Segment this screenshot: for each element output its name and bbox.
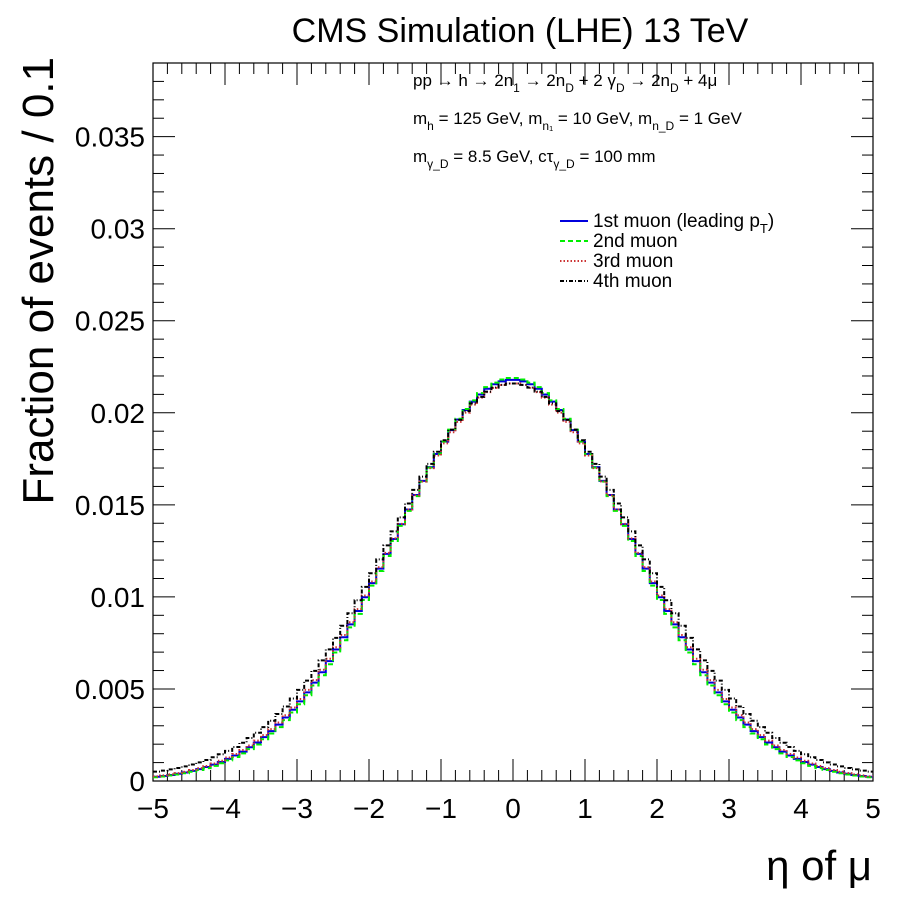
series-4-line <box>153 382 873 773</box>
x-tick-label: −1 <box>425 793 457 824</box>
x-tick-label: −2 <box>353 793 385 824</box>
plot-frame <box>152 62 874 782</box>
y-axis-title: Fraction of events / 0.1 <box>14 57 63 505</box>
x-tick-label: 4 <box>793 793 809 824</box>
x-tick-label: −5 <box>137 793 169 824</box>
x-tick-label: 2 <box>649 793 665 824</box>
x-tick-label: 0 <box>505 793 521 824</box>
x-tick-label: −3 <box>281 793 313 824</box>
chart-title: CMS Simulation (LHE) 13 TeV <box>292 12 749 50</box>
annotation-line-1: pp → h → 2n1 → 2nD + 2 γD → 2nD + 4μ <box>413 71 717 95</box>
x-tick-labels: −5 −4 −3 −2 −1 0 1 2 3 4 5 <box>137 793 881 824</box>
series-2-line <box>153 377 873 779</box>
axis-ticks <box>152 62 874 782</box>
y-tick-labels: 0 0.005 0.01 0.015 0.02 0.025 0.03 0.035 <box>75 122 145 797</box>
legend-label-3: 3rd muon <box>593 251 673 272</box>
legend-label-1: 1st muon (leading pT) <box>593 211 774 236</box>
y-tick-label: 0.03 <box>91 214 146 245</box>
histogram-series <box>153 377 873 779</box>
legend-label-4: 4th muon <box>593 271 672 292</box>
y-tick-label: 0 <box>129 766 145 797</box>
legend-label-2: 2nd muon <box>593 231 678 252</box>
process-annotations: pp → h → 2n1 → 2nD + 2 γD → 2nD + 4μ mh =… <box>413 71 742 171</box>
series-1-line <box>153 378 873 778</box>
y-tick-label: 0.02 <box>91 398 146 429</box>
x-tick-label: 5 <box>865 793 881 824</box>
x-tick-label: 3 <box>721 793 737 824</box>
plot-frame-rect <box>152 62 874 782</box>
x-axis-title: η of μ <box>766 842 872 889</box>
y-tick-label: 0.015 <box>75 490 145 521</box>
annotation-line-2: mh = 125 GeV, mn₁ = 10 GeV, mn_D = 1 GeV <box>413 109 742 133</box>
x-tick-label: −4 <box>209 793 241 824</box>
annotation-line-3: mγ_D = 8.5 GeV, cτγ_D = 100 mm <box>413 147 656 171</box>
y-tick-label: 0.035 <box>75 122 145 153</box>
x-tick-label: 1 <box>577 793 593 824</box>
y-tick-label: 0.025 <box>75 306 145 337</box>
y-tick-label: 0.005 <box>75 674 145 705</box>
series-3-line <box>153 382 873 778</box>
y-tick-label: 0.01 <box>91 582 146 613</box>
